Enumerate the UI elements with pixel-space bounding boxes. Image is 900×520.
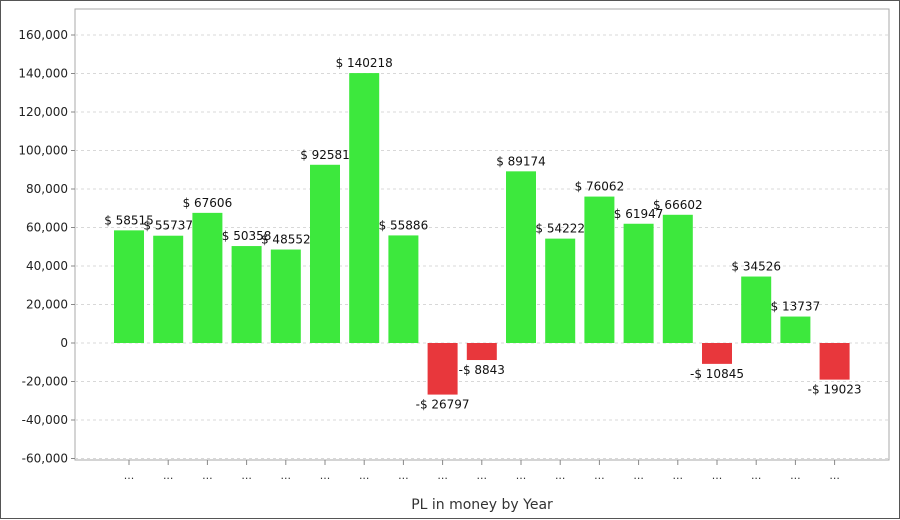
bar	[231, 246, 262, 343]
bar	[310, 164, 340, 343]
bar	[114, 230, 144, 343]
y-tick-label: 0	[60, 336, 68, 350]
data-label: $ 92581	[300, 148, 350, 162]
data-label: -$ 10845	[690, 367, 744, 381]
x-tick-label: ...	[163, 469, 174, 482]
data-label: -$ 19023	[808, 383, 862, 397]
y-axis-ticks: -60,000 -40,000 -20,000 0 20,000 40,000 60,000…	[18, 28, 75, 466]
x-tick-label: ...	[124, 469, 135, 482]
data-label: $ 76062	[575, 180, 625, 194]
x-tick-label: ...	[359, 469, 370, 482]
data-label: $ 61947	[614, 207, 664, 221]
x-axis-title: PL in money by Year	[411, 497, 553, 513]
y-tick-label: -20,000	[22, 375, 68, 389]
bar	[702, 343, 732, 364]
bar	[506, 171, 536, 343]
data-label: $ 58515	[104, 213, 154, 227]
x-tick-label: ...	[751, 469, 762, 482]
bar	[662, 214, 693, 343]
x-tick-label: ...	[281, 469, 292, 482]
x-tick-label: ...	[241, 469, 252, 482]
bar	[270, 249, 301, 343]
data-label: $ 55737	[143, 219, 193, 233]
bar	[153, 235, 184, 343]
bar	[545, 238, 576, 343]
bars	[114, 73, 850, 395]
x-tick-label: ...	[633, 469, 644, 482]
bar	[192, 212, 223, 343]
y-tick-label: 60,000	[26, 221, 68, 235]
data-label: $ 50358	[222, 229, 272, 243]
x-tick-label: ...	[202, 469, 213, 482]
bar	[466, 343, 497, 361]
bar	[741, 276, 772, 343]
y-tick-label: 100,000	[18, 144, 68, 158]
data-label: $ 48552	[261, 233, 311, 247]
x-tick-label: ...	[437, 469, 448, 482]
data-label: -$ 26797	[416, 398, 470, 412]
x-tick-label: ...	[790, 469, 801, 482]
data-label: $ 13737	[771, 300, 821, 314]
bar	[349, 73, 380, 343]
x-tick-label: ...	[712, 469, 723, 482]
bar	[584, 196, 615, 343]
x-tick-label: ...	[516, 469, 527, 482]
y-tick-label: -40,000	[22, 413, 68, 427]
x-tick-label: ...	[477, 469, 488, 482]
data-label: $ 67606	[183, 196, 233, 210]
x-tick-label: ...	[320, 469, 331, 482]
y-tick-label: 140,000	[18, 67, 68, 81]
y-tick-label: -60,000	[22, 452, 68, 466]
bar	[780, 316, 811, 343]
y-tick-label: 40,000	[26, 259, 68, 273]
y-tick-label: 160,000	[18, 28, 68, 42]
bar	[388, 235, 419, 343]
bar	[819, 343, 850, 380]
data-label: $ 55886	[379, 218, 429, 232]
x-tick-label: ...	[829, 469, 840, 482]
data-label: $ 34526	[731, 260, 781, 274]
x-axis-ticks: ........................................…	[124, 460, 840, 482]
data-label: -$ 8843	[459, 363, 505, 377]
x-tick-label: ...	[673, 469, 684, 482]
data-label: $ 89174	[496, 154, 546, 168]
x-tick-label: ...	[594, 469, 605, 482]
bar	[623, 223, 654, 343]
y-tick-label: 20,000	[26, 298, 68, 312]
data-label: $ 140218	[336, 56, 393, 70]
data-labels: $ 58515$ 55737 $ 67606 $ 50358$ 48552 $ 925…	[104, 56, 861, 412]
data-label: $ 66602	[653, 198, 703, 212]
y-tick-label: 120,000	[18, 105, 68, 119]
x-tick-label: ...	[555, 469, 566, 482]
x-tick-label: ...	[398, 469, 409, 482]
y-tick-label: 80,000	[26, 182, 68, 196]
bar	[427, 343, 458, 395]
data-label: $ 54222	[535, 222, 585, 236]
